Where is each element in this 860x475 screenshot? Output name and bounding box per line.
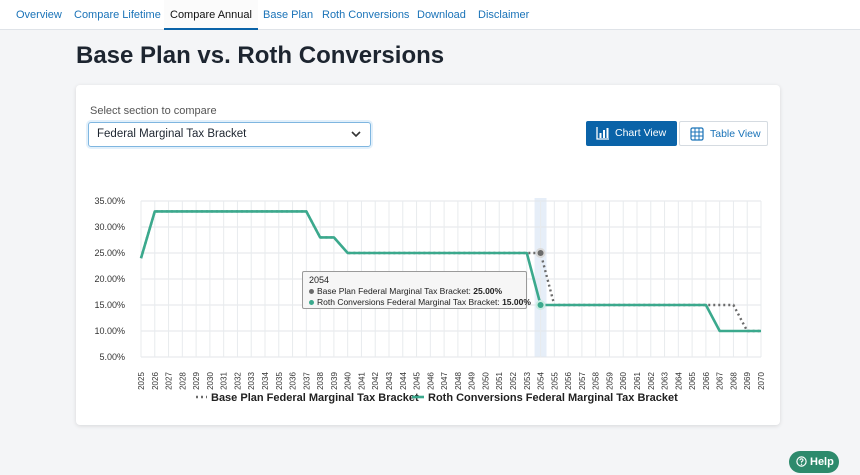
page-title: Base Plan vs. Roth Conversions: [76, 42, 445, 69]
x-tick-label: 2060: [619, 372, 628, 390]
x-tick-label: 2047: [440, 372, 449, 390]
x-tick-label: 2040: [344, 372, 353, 390]
x-tick-label: 2061: [633, 372, 642, 390]
legend-label-base: Base Plan Federal Marginal Tax Bracket: [211, 392, 419, 404]
tooltip-base-value: 25.00%: [473, 286, 503, 296]
help-button[interactable]: Help: [789, 451, 839, 473]
chart-view-button[interactable]: Chart View: [586, 121, 677, 146]
tab-roth-conversions[interactable]: Roth Conversions: [322, 9, 410, 21]
x-tick-label: 2066: [702, 372, 711, 390]
tooltip-base-row: Base Plan Federal Marginal Tax Bracket: …: [309, 286, 520, 297]
tooltip-year: 2054: [309, 275, 330, 285]
tab-download[interactable]: Download: [417, 9, 466, 21]
tooltip-roth-row: Roth Conversions Federal Marginal Tax Br…: [309, 297, 531, 308]
table-grid-icon: [690, 127, 704, 144]
tab-disclaimer[interactable]: Disclaimer: [478, 9, 530, 21]
x-tick-label: 2039: [330, 372, 339, 390]
y-tick-label: 30.00%: [94, 222, 125, 232]
hover-marker-base: [537, 250, 544, 256]
tab-compare-lifetime[interactable]: Compare Lifetime: [74, 9, 161, 21]
tooltip-base-label: Base Plan Federal Marginal Tax Bracket:: [317, 286, 471, 296]
x-tick-label: 2059: [605, 372, 614, 390]
y-tick-label: 25.00%: [94, 248, 125, 258]
x-tick-label: 2045: [413, 372, 422, 390]
hover-marker-roth: [537, 302, 544, 308]
x-tick-label: 2026: [151, 372, 160, 390]
x-tick-label: 2035: [275, 372, 284, 390]
x-tick-label: 2058: [592, 372, 601, 390]
chart-tooltip: 2054 Base Plan Federal Marginal Tax Brac…: [302, 271, 531, 309]
x-tick-label: 2029: [192, 372, 201, 390]
tab-compare-annual[interactable]: Compare Annual: [164, 0, 258, 30]
x-tick-label: 2046: [426, 372, 435, 390]
x-tick-label: 2030: [206, 372, 215, 390]
x-tick-label: 2048: [454, 372, 463, 390]
x-tick-label: 2065: [688, 372, 697, 390]
tooltip-roth-label: Roth Conversions Federal Marginal Tax Br…: [317, 297, 500, 307]
section-select[interactable]: Federal Marginal Tax Bracket: [88, 122, 371, 147]
x-tick-label: 2064: [674, 372, 683, 390]
x-tick-label: 2062: [647, 372, 656, 390]
x-tick-label: 2063: [661, 372, 670, 390]
x-tick-label: 2068: [729, 372, 738, 390]
tab-overview[interactable]: Overview: [16, 9, 62, 21]
table-view-button[interactable]: Table View: [679, 121, 768, 146]
x-tick-label: 2043: [385, 372, 394, 390]
x-tick-label: 2025: [137, 372, 146, 390]
x-tick-label: 2036: [289, 372, 298, 390]
x-tick-label: 2069: [743, 372, 752, 390]
x-tick-label: 2041: [357, 372, 366, 390]
select-value: Federal Marginal Tax Bracket: [97, 128, 247, 140]
x-tick-label: 2056: [564, 372, 573, 390]
table-view-label: Table View: [710, 128, 761, 140]
x-tick-label: 2034: [261, 372, 270, 390]
chart-view-label: Chart View: [615, 127, 667, 139]
roth-dot-icon: [309, 300, 314, 306]
x-tick-label: 2031: [220, 372, 229, 390]
x-tick-label: 2054: [537, 372, 546, 390]
x-tick-label: 2050: [481, 372, 490, 390]
y-tick-label: 5.00%: [99, 352, 125, 362]
x-tick-label: 2027: [165, 372, 174, 390]
y-tick-label: 20.00%: [94, 274, 125, 284]
x-tick-label: 2042: [371, 372, 380, 390]
x-tick-label: 2057: [578, 372, 587, 390]
help-circle-icon: [796, 456, 807, 470]
x-tick-label: 2044: [399, 372, 408, 390]
x-tick-label: 2037: [302, 372, 311, 390]
help-label: Help: [810, 456, 834, 468]
x-tick-label: 2053: [523, 372, 532, 390]
select-label: Select section to compare: [90, 105, 217, 117]
chevron-down-icon: [350, 127, 362, 146]
x-tick-label: 2032: [233, 372, 242, 390]
x-tick-label: 2038: [316, 372, 325, 390]
x-tick-label: 2051: [495, 372, 504, 390]
series-line-roth-conversions: [139, 210, 761, 333]
x-tick-label: 2033: [247, 372, 256, 390]
top-nav: Overview Compare Lifetime Compare Annual…: [0, 0, 860, 30]
comparison-card: Select section to compare Federal Margin…: [76, 85, 780, 425]
y-tick-label: 10.00%: [94, 326, 125, 336]
x-tick-label: 2055: [550, 372, 559, 390]
base-dot-icon: [309, 289, 314, 295]
x-tick-label: 2070: [757, 372, 766, 390]
x-tick-label: 2049: [468, 372, 477, 390]
x-tick-label: 2052: [509, 372, 518, 390]
tooltip-roth-value: 15.00%: [502, 297, 531, 307]
legend-label-roth: Roth Conversions Federal Marginal Tax Br…: [428, 392, 678, 404]
tax-bracket-line-chart: 5.00% 10.00% 15.00% 20.00% 25.00% 30.00% 35.00…: [94, 196, 766, 404]
tab-base-plan[interactable]: Base Plan: [263, 9, 314, 21]
y-tick-label: 15.00%: [94, 300, 125, 310]
x-tick-label: 2067: [716, 372, 725, 390]
y-tick-label: 35.00%: [94, 196, 125, 206]
bar-chart-icon: [596, 126, 610, 143]
x-tick-label: 2028: [178, 372, 187, 390]
